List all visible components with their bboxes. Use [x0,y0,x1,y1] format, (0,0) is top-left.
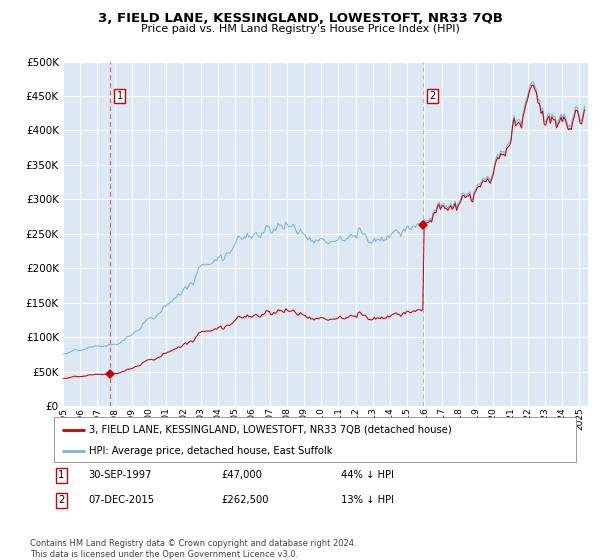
Text: 13% ↓ HPI: 13% ↓ HPI [341,495,394,505]
Text: £262,500: £262,500 [221,495,269,505]
Text: £47,000: £47,000 [221,470,262,480]
Text: Price paid vs. HM Land Registry's House Price Index (HPI): Price paid vs. HM Land Registry's House … [140,24,460,34]
Text: 3, FIELD LANE, KESSINGLAND, LOWESTOFT, NR33 7QB: 3, FIELD LANE, KESSINGLAND, LOWESTOFT, N… [98,12,502,25]
Text: 07-DEC-2015: 07-DEC-2015 [88,495,154,505]
Text: 1: 1 [116,91,123,101]
Text: 1: 1 [58,470,65,480]
Text: Contains HM Land Registry data © Crown copyright and database right 2024.
This d: Contains HM Land Registry data © Crown c… [30,539,356,559]
Text: HPI: Average price, detached house, East Suffolk: HPI: Average price, detached house, East… [89,446,333,456]
Text: 3, FIELD LANE, KESSINGLAND, LOWESTOFT, NR33 7QB (detached house): 3, FIELD LANE, KESSINGLAND, LOWESTOFT, N… [89,424,452,435]
Text: 44% ↓ HPI: 44% ↓ HPI [341,470,394,480]
Text: 2: 2 [430,91,436,101]
Text: 30-SEP-1997: 30-SEP-1997 [88,470,151,480]
Text: 2: 2 [58,495,65,505]
